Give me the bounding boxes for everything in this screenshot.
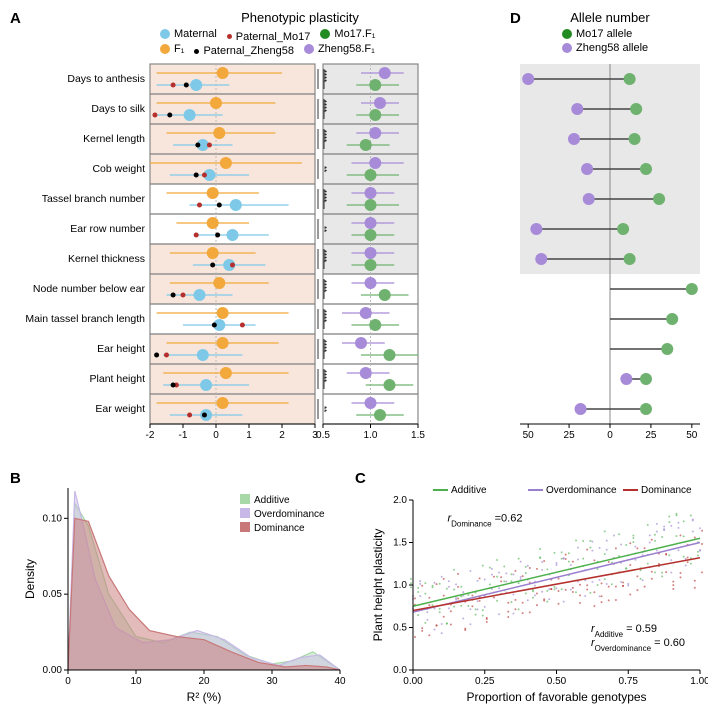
- svg-text:Overdominance: Overdominance: [254, 509, 325, 520]
- legend-item: Paternal_Zheng58: [194, 45, 294, 57]
- svg-text:50: 50: [686, 430, 698, 441]
- svg-text:2.0: 2.0: [393, 495, 407, 506]
- svg-text:30: 30: [266, 676, 278, 687]
- svg-text:**: **: [319, 70, 328, 76]
- svg-text:**: **: [319, 406, 328, 412]
- svg-text:Additive: Additive: [254, 495, 290, 506]
- panel-c-chart: 0.00 0.25 0.50 0.75 1.00 0.0 0.5 1.0 1.5 2.0 Propo…: [368, 480, 708, 705]
- svg-text:0: 0: [213, 430, 219, 441]
- svg-text:25: 25: [564, 430, 576, 441]
- svg-text:**: **: [319, 190, 328, 196]
- svg-text:**: **: [319, 100, 328, 106]
- svg-text:**: **: [319, 136, 328, 142]
- panel-b-chart: 0 10 20 30 40 0.00 0.05 0.10 R² (%) Density Additi…: [20, 480, 350, 705]
- svg-text:**: **: [319, 376, 328, 382]
- legend-item: F₁: [160, 43, 184, 55]
- panel-d-title: Allele number: [530, 10, 690, 25]
- svg-text:**: **: [319, 76, 328, 82]
- svg-text:Days to silk: Days to silk: [91, 103, 145, 115]
- svg-text:10: 10: [130, 676, 142, 687]
- svg-text:rDominance =0.62: rDominance =0.62: [447, 512, 522, 528]
- svg-text:0.05: 0.05: [43, 589, 63, 600]
- legend-item: Mo17 allele: [562, 28, 632, 40]
- svg-text:Ear height: Ear height: [97, 343, 145, 355]
- svg-text:Proportion of favorable genoty: Proportion of favorable genotypes: [466, 690, 646, 704]
- svg-text:Ear weight: Ear weight: [95, 403, 145, 415]
- panel-a-label: A: [10, 10, 21, 27]
- legend-item: Zheng58.F₁: [304, 43, 375, 55]
- svg-text:0.00: 0.00: [403, 676, 423, 687]
- svg-text:0: 0: [65, 676, 71, 687]
- svg-text:**: **: [319, 226, 328, 232]
- svg-text:25: 25: [645, 430, 657, 441]
- figure-root: A Phenotypic plasticity Maternal Paternal…: [10, 10, 708, 700]
- panel-a-chart: ****Days to anthesis****Days to silk****…: [15, 60, 435, 460]
- svg-text:1.5: 1.5: [411, 430, 425, 441]
- legend-item: Mo17.F₁: [320, 28, 375, 40]
- svg-text:**: **: [319, 310, 328, 316]
- svg-text:1.5: 1.5: [393, 538, 407, 549]
- svg-text:**: **: [319, 346, 328, 352]
- svg-text:Main tassel branch length: Main tassel branch length: [25, 313, 145, 325]
- svg-text:R² (%): R² (%): [187, 690, 222, 704]
- svg-text:Dominance: Dominance: [641, 485, 692, 496]
- panel-a-title: Phenotypic plasticity: [170, 10, 430, 25]
- svg-text:0.0: 0.0: [393, 665, 407, 676]
- svg-text:0.25: 0.25: [475, 676, 495, 687]
- svg-text:**: **: [319, 370, 328, 376]
- svg-text:Additive: Additive: [451, 485, 487, 496]
- panel-d-label: D: [510, 10, 521, 27]
- panel-d-chart: 50 25 0 25 50: [510, 60, 710, 460]
- svg-text:1.00: 1.00: [690, 676, 708, 687]
- svg-text:**: **: [319, 286, 328, 292]
- svg-text:rAdditive = 0.59: rAdditive = 0.59: [591, 623, 657, 639]
- svg-text:Node number below ear: Node number below ear: [33, 283, 146, 295]
- svg-text:Cob weight: Cob weight: [92, 163, 145, 175]
- legend-item: Maternal: [160, 28, 217, 40]
- svg-text:50: 50: [523, 430, 535, 441]
- svg-text:-1: -1: [179, 430, 188, 441]
- svg-text:20: 20: [198, 676, 210, 687]
- svg-text:1.0: 1.0: [364, 430, 378, 441]
- svg-text:0.5: 0.5: [393, 623, 407, 634]
- svg-text:1.0: 1.0: [393, 580, 407, 591]
- svg-text:2: 2: [279, 430, 285, 441]
- svg-text:rOverdominance = 0.60: rOverdominance = 0.60: [591, 637, 685, 653]
- panel-a-legend-left: Maternal Paternal_Mo17 Mo17.F₁ F₁ Paternal_Z…: [160, 28, 430, 57]
- panel-c-label: C: [355, 470, 366, 487]
- svg-text:**: **: [319, 256, 328, 262]
- svg-text:**: **: [319, 166, 328, 172]
- svg-text:Dominance: Dominance: [254, 523, 305, 534]
- legend-item: Paternal_Mo17: [227, 31, 311, 43]
- svg-text:Kernel thickness: Kernel thickness: [68, 253, 145, 265]
- legend-item: Zheng58 allele: [562, 42, 648, 54]
- svg-text:Kernel length: Kernel length: [83, 133, 145, 145]
- svg-text:Days to anthesis: Days to anthesis: [67, 73, 145, 85]
- svg-text:0.75: 0.75: [619, 676, 639, 687]
- panel-d-legend: Mo17 allele Zheng58 allele: [562, 28, 708, 56]
- svg-text:0.10: 0.10: [43, 513, 63, 524]
- svg-text:**: **: [319, 196, 328, 202]
- svg-text:0.00: 0.00: [43, 665, 63, 676]
- svg-text:**: **: [319, 340, 328, 346]
- svg-text:0: 0: [607, 430, 613, 441]
- svg-text:-2: -2: [146, 430, 155, 441]
- svg-text:0.50: 0.50: [547, 676, 567, 687]
- svg-text:**: **: [319, 280, 328, 286]
- svg-text:Density: Density: [23, 559, 37, 599]
- svg-text:Tassel branch number: Tassel branch number: [42, 193, 146, 205]
- svg-text:**: **: [319, 106, 328, 112]
- svg-text:Overdominance: Overdominance: [546, 485, 617, 496]
- svg-text:1: 1: [246, 430, 252, 441]
- svg-text:0.5: 0.5: [316, 430, 330, 441]
- svg-text:**: **: [319, 316, 328, 322]
- svg-text:Ear row number: Ear row number: [70, 223, 145, 235]
- svg-text:40: 40: [334, 676, 346, 687]
- svg-text:Plant height plasticity: Plant height plasticity: [371, 529, 385, 642]
- svg-text:Plant height: Plant height: [90, 373, 146, 385]
- svg-text:**: **: [319, 130, 328, 136]
- svg-text:**: **: [319, 250, 328, 256]
